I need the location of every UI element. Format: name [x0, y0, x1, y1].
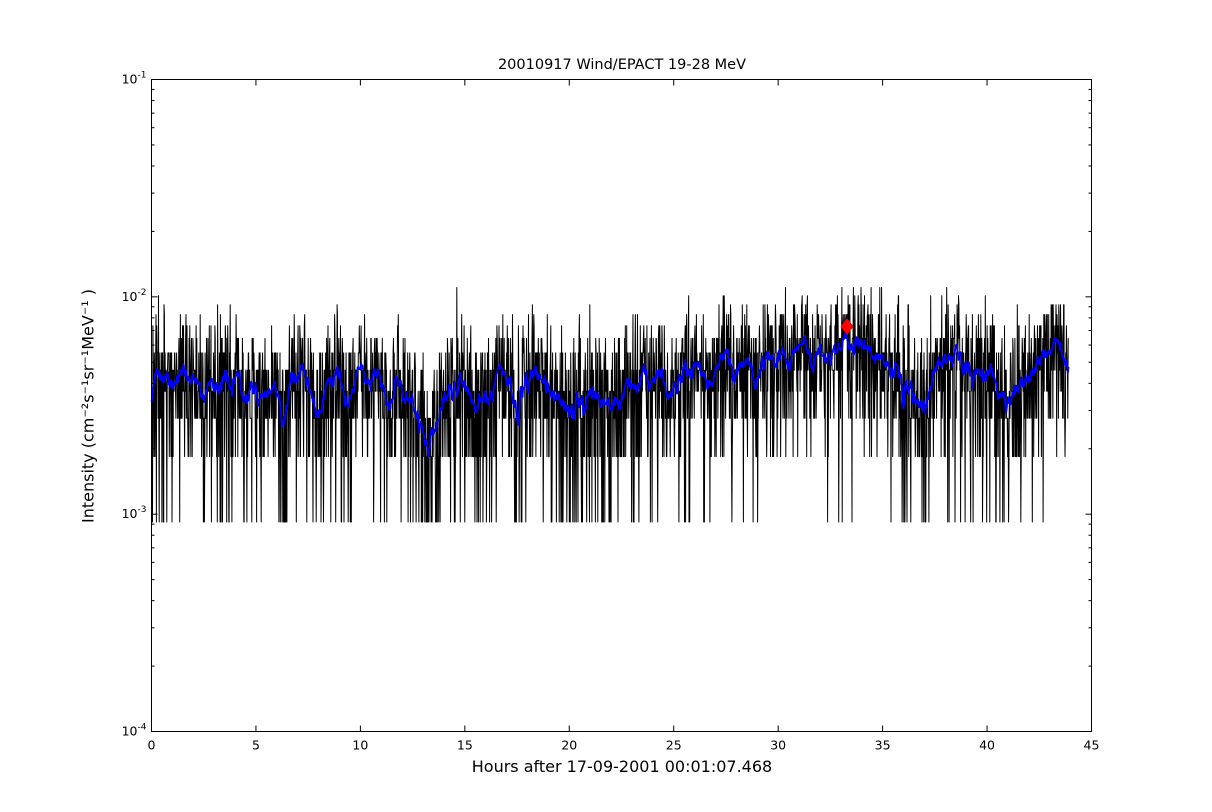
x-tick-label: 35	[875, 738, 891, 753]
x-tick-label: 30	[770, 738, 786, 753]
x-tick-label: 20	[561, 738, 577, 753]
y-tick-label: 10-1	[122, 71, 147, 87]
y-tick-label: 10-3	[122, 505, 147, 521]
event-marker-diamond	[840, 318, 854, 335]
x-tick-label: 15	[457, 738, 473, 753]
y-tick-label: 10-4	[122, 723, 147, 739]
x-tick-label: 10	[352, 738, 368, 753]
x-tick-label: 5	[252, 738, 260, 753]
x-tick-label: 40	[979, 738, 995, 753]
x-axis-label: Hours after 17-09-2001 00:01:07.468	[471, 757, 773, 776]
noisy-intensity-line	[151, 287, 1069, 523]
x-tick-label: 25	[666, 738, 682, 753]
y-tick-label: 10-2	[122, 288, 147, 304]
smoothed-intensity-line	[150, 330, 1070, 458]
x-tick-label: 0	[148, 738, 156, 753]
x-tick-label: 45	[1084, 738, 1100, 753]
chart-title: 20010917 Wind/EPACT 19-28 MeV	[497, 57, 747, 73]
plot-frame	[151, 79, 1092, 732]
